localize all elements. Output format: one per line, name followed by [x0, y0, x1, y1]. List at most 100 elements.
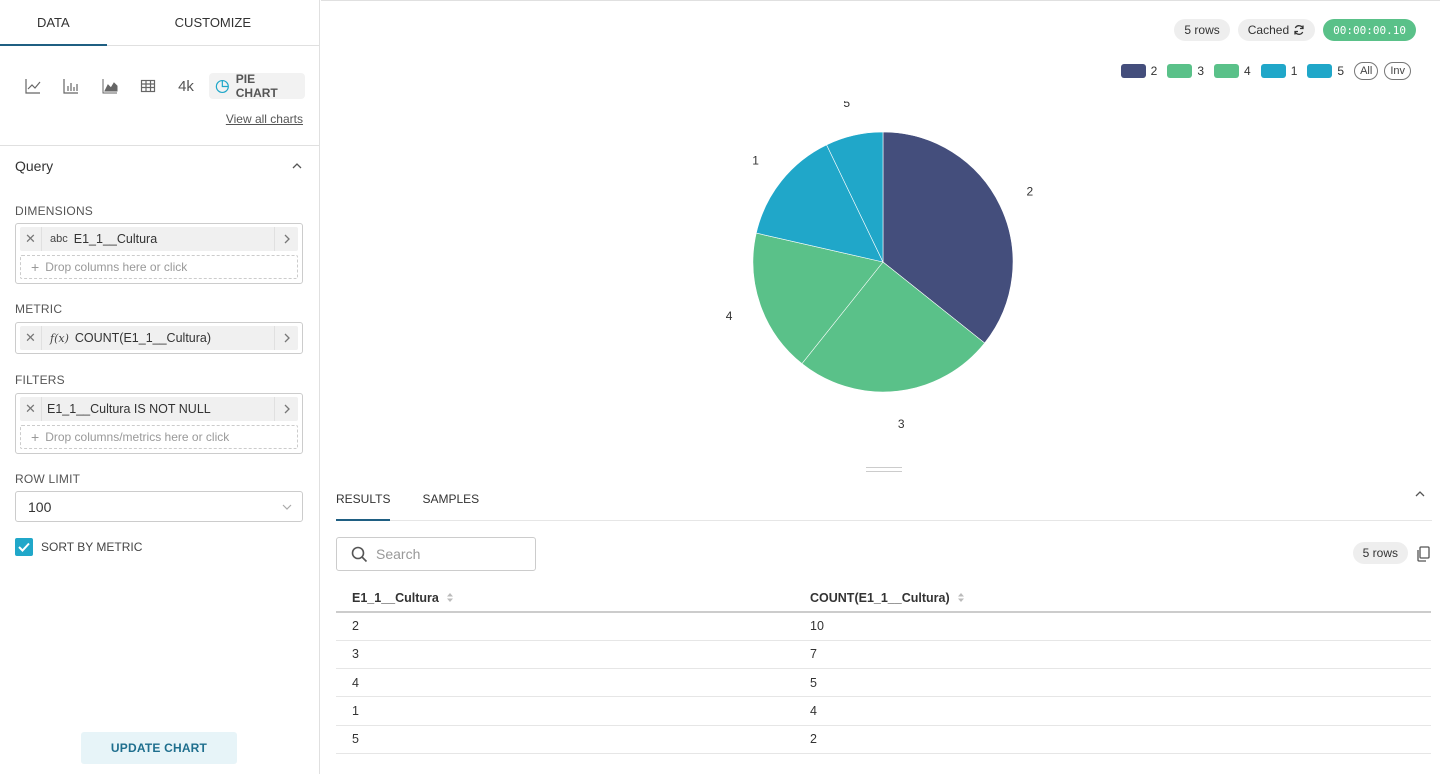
filter-pill[interactable]: ✕ E1_1__Cultura IS NOT NULL — [20, 397, 298, 421]
legend-swatch — [1214, 64, 1240, 78]
divider — [0, 145, 319, 146]
table-icon[interactable] — [129, 72, 167, 100]
table-cell: 4 — [794, 696, 1431, 726]
metric-label: METRIC — [15, 302, 63, 316]
query-title: Query — [15, 158, 54, 174]
row-limit-select[interactable]: 100 — [15, 491, 303, 522]
line-chart-icon[interactable] — [14, 72, 52, 100]
copy-icon[interactable] — [1416, 546, 1430, 562]
chevron-right-icon[interactable] — [274, 227, 298, 251]
legend-invert-button[interactable]: Inv — [1384, 62, 1411, 80]
plus-icon: + — [31, 259, 40, 275]
column-header[interactable]: COUNT(E1_1__Cultura) — [794, 585, 1431, 613]
table-row: 2 10 — [336, 612, 1431, 641]
update-chart-button[interactable]: UPDATE CHART — [81, 732, 237, 764]
table-cell: 5 — [336, 725, 794, 754]
legend-label: 2 — [1150, 64, 1158, 78]
table-cell: 5 — [794, 668, 1431, 698]
cached-badge[interactable]: Cached — [1237, 19, 1316, 41]
dimension-drop-text: Drop columns here or click — [45, 260, 188, 274]
filters-label: FILTERS — [15, 373, 65, 387]
table-cell: 2 — [336, 612, 794, 641]
results-tabs: RESULTS SAMPLES — [336, 481, 1432, 521]
tab-data[interactable]: DATA — [0, 0, 107, 46]
metric-name: COUNT(E1_1__Cultura) — [74, 331, 212, 345]
pie-label-3: 3 — [898, 417, 905, 431]
legend-label: 4 — [1244, 64, 1251, 78]
chart-legend: 2 3 4 1 5 All Inv — [1120, 62, 1411, 80]
big-number-option[interactable]: 4k — [178, 77, 194, 95]
refresh-icon — [1294, 25, 1304, 35]
chevron-right-icon[interactable] — [274, 397, 298, 421]
pie-slice-2[interactable] — [882, 131, 1014, 344]
metric-pill[interactable]: ✕ f(x) COUNT(E1_1__Cultura) — [20, 326, 298, 350]
pie-slice-3[interactable] — [801, 261, 986, 393]
pie-slice-4[interactable] — [752, 232, 884, 365]
legend-item[interactable]: 4 — [1214, 64, 1251, 78]
dimension-pill[interactable]: ✕ abc E1_1__Cultura — [20, 227, 298, 251]
legend-swatch — [1260, 64, 1286, 78]
legend-item[interactable]: 1 — [1260, 64, 1297, 78]
check-icon — [18, 542, 30, 552]
dimensions-label: DIMENSIONS — [15, 204, 94, 218]
legend-all-button[interactable]: All — [1354, 62, 1379, 80]
pie-label-4: 4 — [726, 309, 733, 323]
dimensions-box: ✕ abc E1_1__Cultura + Drop columns here … — [15, 223, 303, 284]
table-header-row: E1_1__Cultura COUNT(E1_1__Cultura) — [336, 585, 1431, 613]
dimension-drop-zone[interactable]: + Drop columns here or click — [20, 255, 298, 279]
filter-drop-text: Drop columns/metrics here or click — [45, 430, 230, 444]
search-input[interactable] — [376, 546, 526, 562]
view-all-charts-link[interactable]: View all charts — [225, 112, 303, 126]
remove-dimension-icon[interactable]: ✕ — [20, 227, 42, 251]
tab-results[interactable]: RESULTS — [336, 481, 391, 521]
plus-icon: + — [31, 429, 40, 445]
sort-by-metric-label: SORT BY METRIC — [41, 540, 143, 554]
table-cell: 1 — [336, 696, 794, 726]
filter-drop-zone[interactable]: + Drop columns/metrics here or click — [20, 425, 298, 449]
results-search — [336, 537, 536, 571]
chart-status-badges: 5 rows Cached 00:00:00.10 — [1174, 19, 1416, 41]
legend-item[interactable]: 2 — [1120, 64, 1158, 78]
column-header[interactable]: E1_1__Cultura — [336, 585, 794, 613]
dimension-name: E1_1__Cultura — [73, 232, 158, 246]
sort-icon — [446, 591, 453, 605]
sort-icon — [957, 591, 964, 605]
table-cell: 2 — [794, 725, 1431, 754]
legend-item[interactable]: 5 — [1307, 64, 1344, 78]
chevron-up-icon[interactable] — [1414, 488, 1426, 500]
results-row-count-badge: 5 rows — [1352, 542, 1408, 564]
sort-by-metric-checkbox[interactable] — [15, 538, 33, 556]
row-limit-label: ROW LIMIT — [15, 472, 81, 486]
row-limit-value: 100 — [28, 498, 52, 515]
legend-label: 3 — [1197, 64, 1205, 78]
area-chart-icon[interactable] — [90, 72, 128, 100]
function-icon: f(x) — [50, 331, 69, 345]
resize-handle[interactable] — [866, 467, 902, 472]
pie-chart-label: PIE CHART — [235, 72, 278, 100]
tab-customize[interactable]: CUSTOMIZE — [174, 15, 251, 30]
remove-filter-icon[interactable]: ✕ — [20, 397, 42, 421]
metric-box: ✕ f(x) COUNT(E1_1__Cultura) — [15, 322, 303, 354]
chevron-down-icon — [282, 504, 292, 510]
cached-label: Cached — [1247, 23, 1290, 37]
bar-chart-icon[interactable] — [52, 72, 90, 100]
pie-slice-1[interactable] — [755, 144, 884, 263]
tab-samples[interactable]: SAMPLES — [422, 492, 480, 506]
sort-by-metric-row: SORT BY METRIC — [15, 538, 142, 556]
column-header-label: E1_1__Cultura — [352, 590, 439, 605]
search-icon — [351, 546, 368, 562]
legend-swatch — [1307, 64, 1333, 78]
query-section-header[interactable]: Query — [15, 158, 303, 174]
results-table: E1_1__Cultura COUNT(E1_1__Cultura) 2 10 3… — [336, 585, 1431, 754]
table-cell: 4 — [336, 668, 794, 698]
pie-label-5: 5 — [843, 101, 850, 110]
pie-chart-option[interactable]: PIE CHART — [209, 72, 306, 100]
legend-item[interactable]: 3 — [1167, 64, 1204, 78]
pie-label-1: 1 — [752, 153, 759, 167]
chevron-right-icon[interactable] — [274, 326, 298, 350]
remove-metric-icon[interactable]: ✕ — [20, 326, 42, 350]
row-count-badge: 5 rows — [1174, 19, 1230, 41]
pie-slice-5[interactable] — [826, 131, 884, 263]
